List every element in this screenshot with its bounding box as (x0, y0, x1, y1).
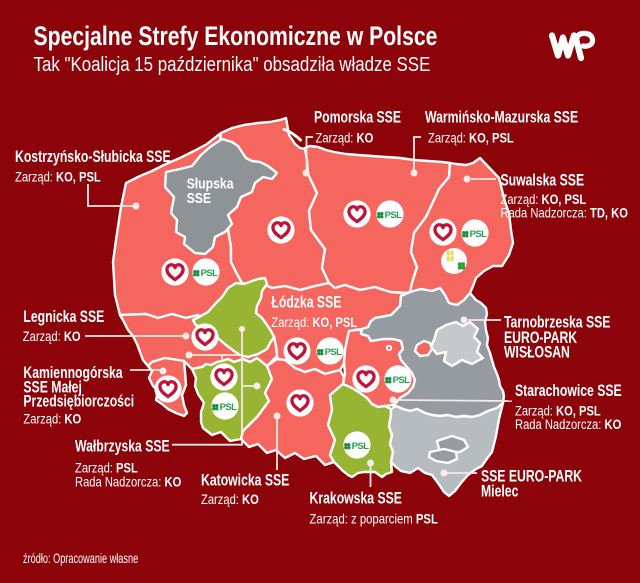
svg-text:WISŁOSAN: WISŁOSAN (504, 344, 570, 362)
svg-text:Specjalne Strefy Ekonomiczne w: Specjalne Strefy Ekonomiczne w Polsce (34, 22, 438, 52)
svg-text:Zarząd: KO, PSL: Zarząd: KO, PSL (501, 192, 587, 207)
svg-text:Zarząd: KO, PSL: Zarząd: KO, PSL (515, 403, 601, 418)
svg-text:Zarząd: KO, PSL: Zarząd: KO, PSL (271, 315, 357, 330)
svg-text:SSE Małej: SSE Małej (23, 379, 81, 397)
svg-text:Tak "Koalicja 15 października": Tak "Koalicja 15 października" obsadziła… (34, 53, 431, 76)
svg-text:Tarnobrzeska SSE: Tarnobrzeska SSE (504, 314, 611, 332)
svg-text:Rada Nadzorcza: KO: Rada Nadzorcza: KO (515, 417, 621, 432)
svg-text:Zarząd: KO, PSL: Zarząd: KO, PSL (428, 130, 514, 145)
svg-text:Zarząd: PSL: Zarząd: PSL (75, 460, 138, 475)
svg-text:SSE EURO-PARK: SSE EURO-PARK (481, 468, 582, 486)
svg-text:Kamiennogórska: Kamiennogórska (23, 364, 123, 382)
svg-text:Starachowice SSE: Starachowice SSE (515, 382, 622, 400)
svg-text:Słupska: Słupska (187, 176, 234, 192)
svg-text:Zarząd: KO: Zarząd: KO (316, 130, 374, 145)
svg-text:Rada Nadzorcza: KO: Rada Nadzorcza: KO (75, 474, 181, 489)
svg-text:Pomorska SSE: Pomorska SSE (314, 109, 401, 127)
svg-text:EURO-PARK: EURO-PARK (504, 329, 577, 347)
svg-text:Mielec: Mielec (481, 483, 518, 501)
svg-text:Kostrzyńsko-Słubicka SSE: Kostrzyńsko-Słubicka SSE (15, 148, 171, 166)
svg-text:Zarząd: KO: Zarząd: KO (23, 329, 81, 344)
svg-text:Zarząd: KO: Zarząd: KO (23, 411, 81, 426)
svg-text:Suwalska SSE: Suwalska SSE (501, 172, 585, 190)
svg-text:źródło: Opracowanie własne: źródło: Opracowanie własne (23, 552, 138, 566)
svg-text:Legnicka SSE: Legnicka SSE (23, 308, 104, 326)
svg-text:Katowicka SSE: Katowicka SSE (201, 472, 289, 490)
svg-text:Łódzka SSE: Łódzka SSE (271, 294, 341, 312)
svg-text:Rada Nadzorcza: TD, KO: Rada Nadzorcza: TD, KO (501, 205, 629, 220)
svg-text:Zarząd: z poparciem PSL: Zarząd: z poparciem PSL (310, 510, 439, 526)
svg-text:Krakowska SSE: Krakowska SSE (310, 490, 403, 508)
svg-text:Warmińsko-Mazurska SSE: Warmińsko-Mazurska SSE (425, 109, 578, 127)
svg-text:SSE: SSE (187, 190, 212, 206)
svg-text:Zarząd: KO, PSL: Zarząd: KO, PSL (15, 169, 101, 184)
svg-text:Przedsiębiorczości: Przedsiębiorczości (23, 393, 134, 411)
svg-text:Wałbrzyska SSE: Wałbrzyska SSE (75, 438, 170, 456)
svg-text:Zarząd: KO: Zarząd: KO (201, 492, 259, 507)
